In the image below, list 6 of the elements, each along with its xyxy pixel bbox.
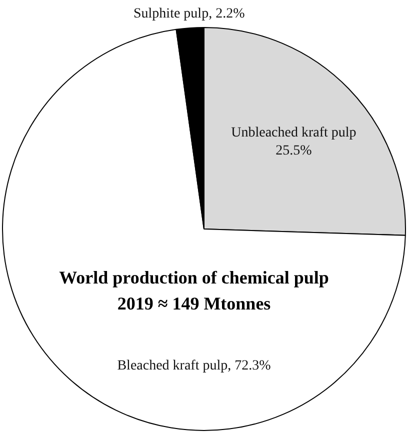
slice-label: Sulphite pulp, 2.2%: [134, 6, 246, 22]
text: 2019 ≈ 149 Mtonnes: [117, 294, 271, 314]
data-label: 25.5%: [276, 144, 312, 159]
text: World production of chemical pulp: [59, 268, 329, 288]
slice-label: Unbleached kraft pulp: [231, 126, 356, 141]
slice-label: Bleached kraft pulp, 72.3%: [117, 358, 272, 374]
